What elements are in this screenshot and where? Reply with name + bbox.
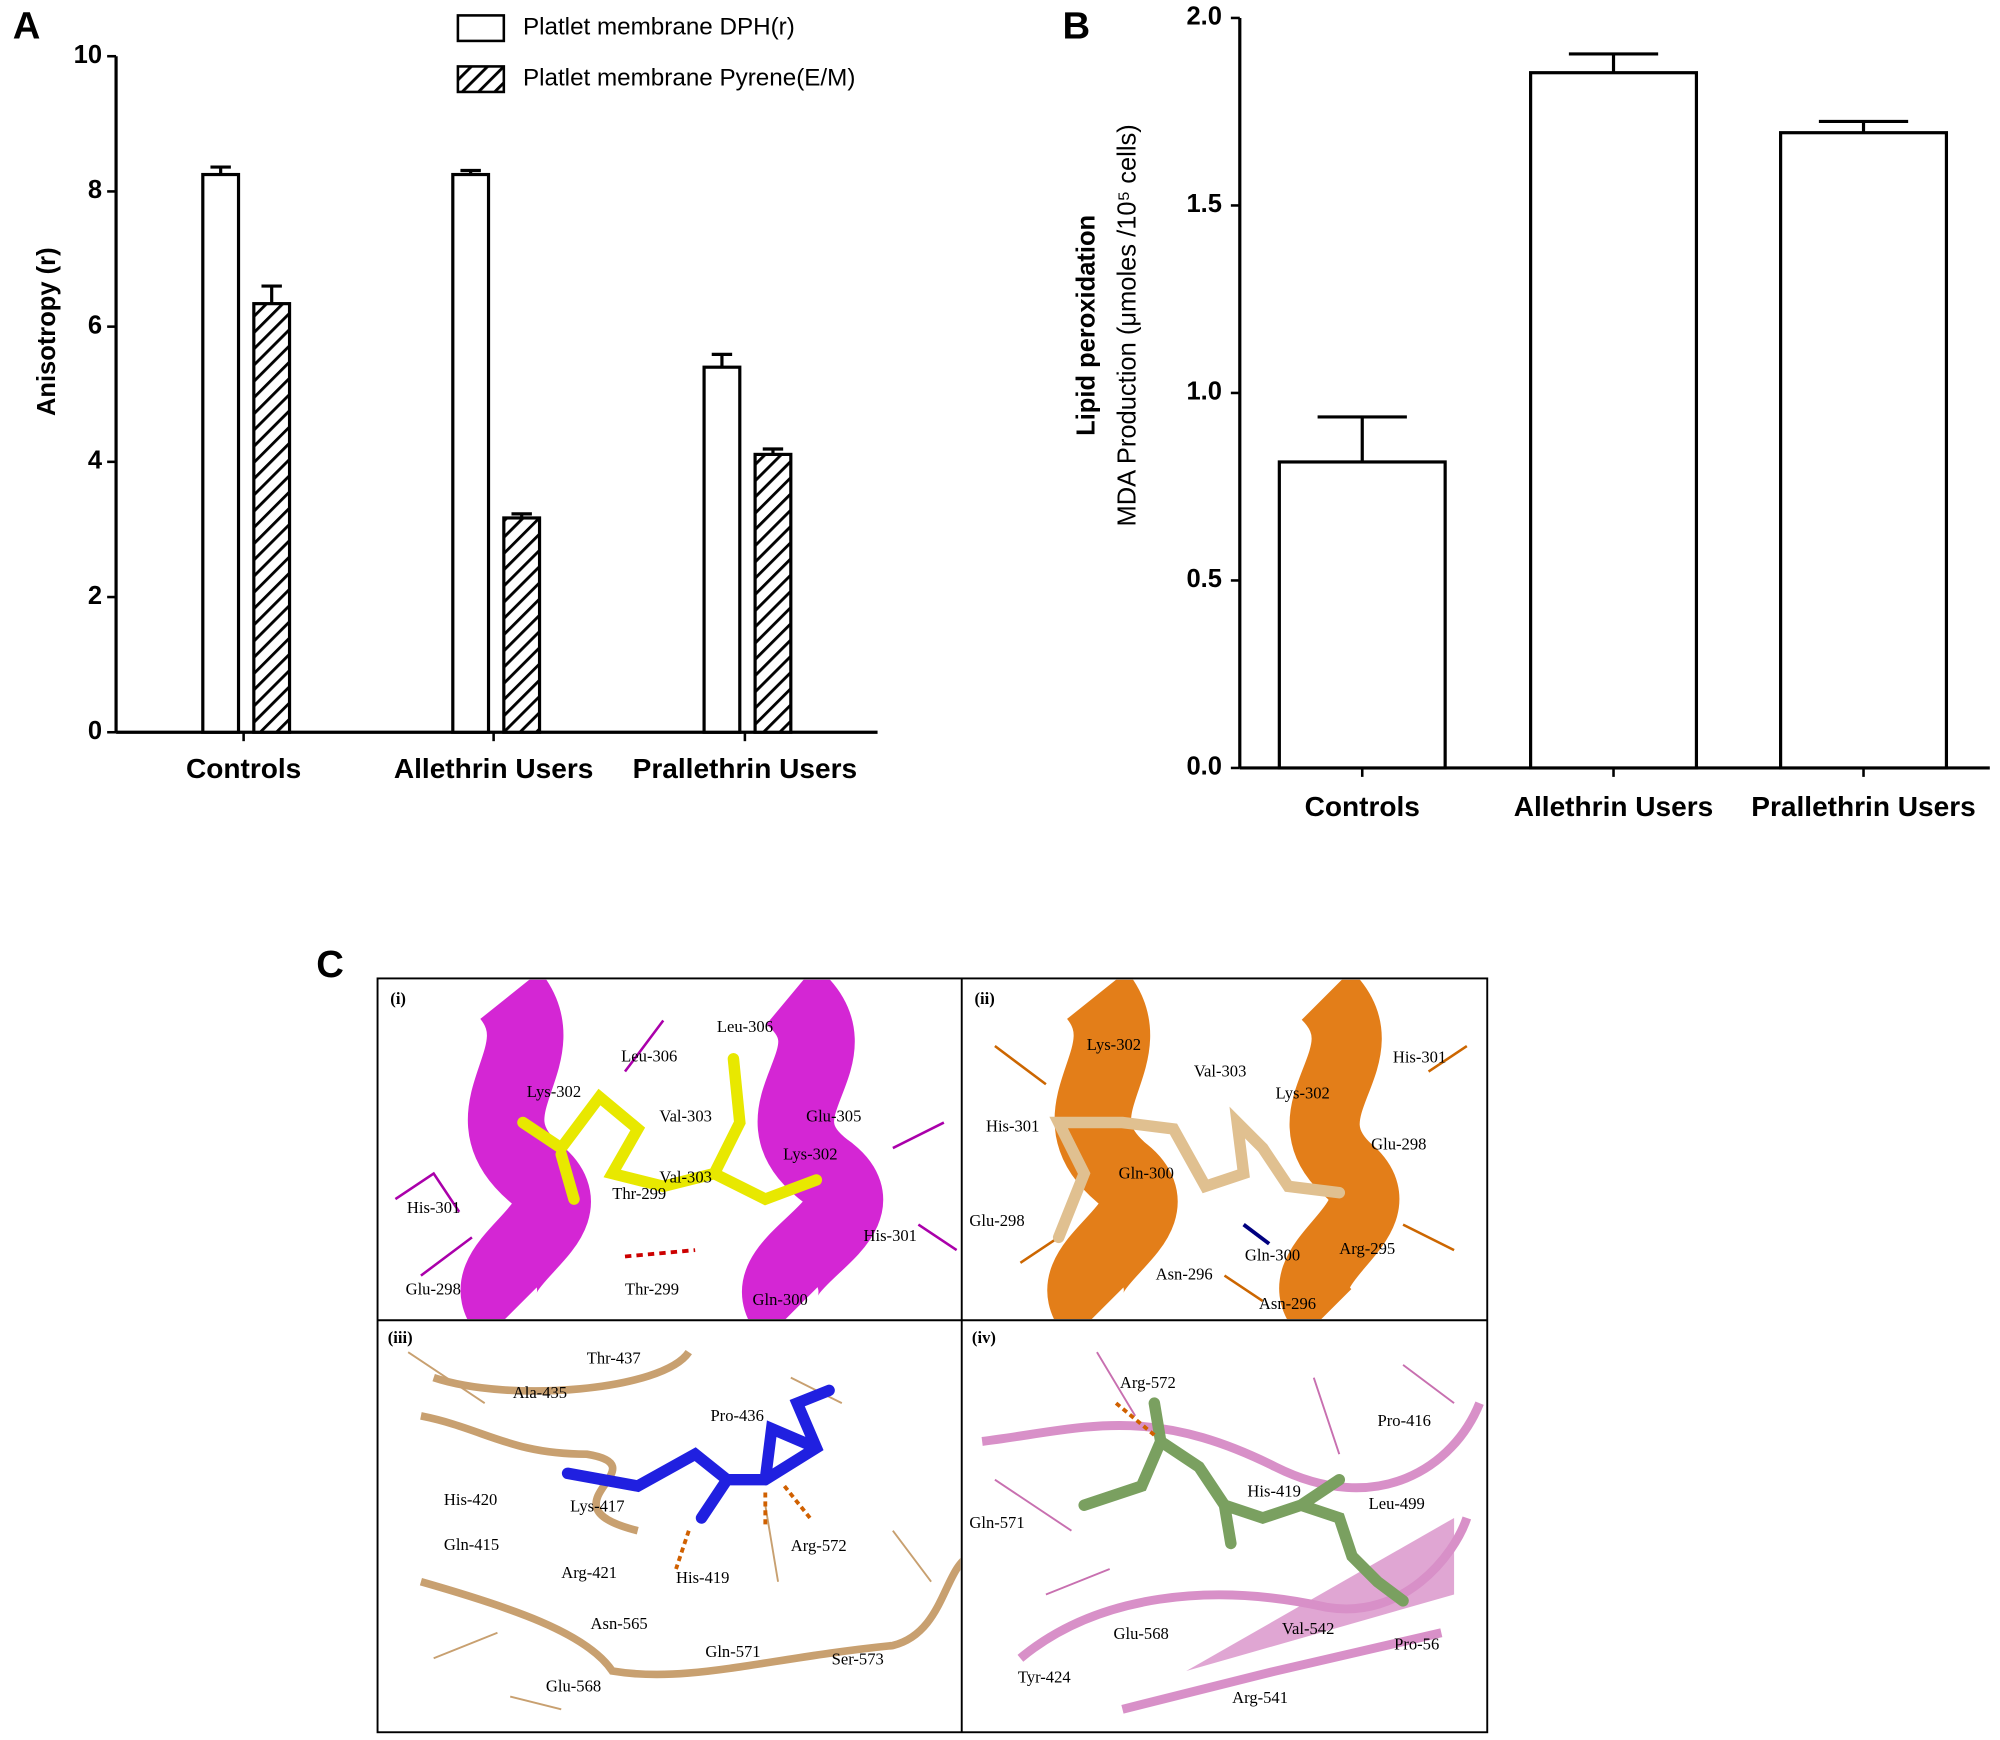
residue-label: Arg-572 (1120, 1373, 1176, 1392)
residue-label: Gln-300 (1119, 1164, 1174, 1183)
bar (451, 172, 491, 734)
y-tick-label: 4 (88, 447, 103, 475)
x-tick-label: Prallethrin Users (1751, 791, 1975, 822)
residue-label: Val-303 (659, 1106, 711, 1125)
residue-label: Val-303 (1194, 1062, 1247, 1081)
residue-label: Pro-56 (1394, 1634, 1439, 1653)
y-axis-label: MDA Production (μmoles /10⁵ cells) (1114, 124, 1142, 526)
residue-label: His-420 (444, 1490, 497, 1509)
residue-label: Thr-299 (612, 1184, 666, 1203)
y-tick-label: 6 (88, 311, 102, 339)
structure-panels (376, 977, 1489, 1734)
x-tick-label: Allethrin Users (1514, 791, 1714, 822)
residue-label: His-301 (986, 1116, 1039, 1135)
residue-label: Gln-415 (444, 1535, 499, 1554)
residue-label: Thr-437 (587, 1349, 641, 1368)
residue-label: His-301 (407, 1198, 460, 1217)
residue-label: Arg-572 (791, 1536, 847, 1555)
bar (753, 452, 793, 734)
y-tick-label: 0.5 (1186, 565, 1221, 593)
panel-tag: (iii) (388, 1328, 413, 1347)
bar (702, 365, 742, 734)
residue-label: Lys-302 (1276, 1083, 1330, 1102)
bar (252, 302, 292, 734)
y-tick-label: 2.0 (1186, 3, 1221, 31)
y-tick-label: 8 (88, 176, 102, 204)
panel-letter: A (13, 4, 41, 47)
residue-label: Leu-306 (621, 1046, 677, 1065)
structure-ii (994, 979, 1468, 1319)
structure-labels: (i) Leu-306 Leu-306 Lys-302 Val-303 Glu-… (388, 989, 1447, 1707)
residue-label: Lys-302 (527, 1082, 581, 1101)
y-tick-label: 10 (74, 41, 102, 69)
legend-label: Platlet membrane DPH(r) (523, 14, 795, 41)
residue-label: Gln-571 (705, 1642, 760, 1661)
y-axis-label: Lipid peroxidation (1073, 215, 1101, 436)
bar (1529, 71, 1699, 770)
residue-label: Glu-568 (1114, 1624, 1169, 1643)
y-tick-label: 1.0 (1186, 378, 1221, 406)
legend-label: Platlet membrane Pyrene(E/M) (523, 65, 855, 92)
panel-letter: C (316, 943, 344, 986)
residue-label: His-301 (1393, 1048, 1446, 1067)
y-tick-label: 2 (88, 582, 102, 610)
residue-label: Leu-306 (717, 1017, 773, 1036)
legend-swatch (456, 65, 506, 94)
residue-label: His-419 (676, 1568, 729, 1587)
residue-label: Glu-305 (806, 1106, 861, 1125)
bar (1779, 131, 1949, 770)
residue-label: Glu-298 (1371, 1134, 1426, 1153)
residue-label: Lys-302 (783, 1145, 837, 1164)
residue-label: Asn-296 (1259, 1294, 1316, 1313)
x-tick-label: Controls (1305, 791, 1420, 822)
residue-label: Gln-571 (969, 1513, 1024, 1532)
panel-letter: B (1063, 4, 1091, 47)
bar (502, 516, 542, 734)
residue-label: Asn-296 (1156, 1264, 1213, 1283)
residue-label: Val-542 (1282, 1619, 1335, 1638)
residue-label: Tyr-424 (1018, 1667, 1072, 1686)
y-axis-label: Anisotropy (r) (33, 247, 61, 416)
residue-label: Ala-435 (513, 1383, 567, 1402)
residue-label: Lys-302 (1087, 1035, 1141, 1054)
y-tick-label: 0 (88, 717, 102, 745)
residue-label: Pro-416 (1378, 1411, 1431, 1430)
residue-label: Lys-417 (570, 1497, 624, 1516)
y-tick-label: 1.5 (1186, 190, 1221, 218)
residue-label: Arg-295 (1339, 1239, 1395, 1258)
y-tick-label: 0.0 (1186, 753, 1221, 781)
structure-iii (407, 1349, 961, 1711)
residue-label: Glu-298 (406, 1280, 461, 1299)
structure-i (394, 979, 958, 1319)
panel-tag: (i) (390, 989, 406, 1008)
residue-label: Asn-565 (591, 1614, 648, 1633)
residue-label: His-301 (864, 1226, 917, 1245)
residue-label: Arg-541 (1232, 1688, 1288, 1707)
residue-label: Glu-568 (546, 1676, 601, 1695)
residue-label: Pro-436 (710, 1406, 763, 1425)
panel-tag: (iv) (972, 1328, 996, 1347)
bar (201, 172, 241, 734)
residue-label: Gln-300 (1245, 1245, 1300, 1264)
x-tick-label: Allethrin Users (394, 753, 594, 784)
x-tick-label: Controls (186, 753, 301, 784)
residue-label: Thr-299 (625, 1280, 679, 1299)
residue-label: Glu-298 (969, 1211, 1024, 1230)
bar (1277, 460, 1447, 770)
residue-label: Gln-300 (753, 1290, 808, 1309)
residue-label: Ser-573 (832, 1650, 884, 1669)
residue-label: Leu-499 (1369, 1494, 1425, 1513)
residue-label: His-419 (1247, 1481, 1300, 1500)
panel-tag: (ii) (974, 989, 994, 1008)
legend-swatch (456, 14, 506, 43)
residue-label: Val-303 (659, 1167, 711, 1186)
x-tick-label: Prallethrin Users (633, 753, 857, 784)
residue-label: Arg-421 (561, 1563, 617, 1582)
